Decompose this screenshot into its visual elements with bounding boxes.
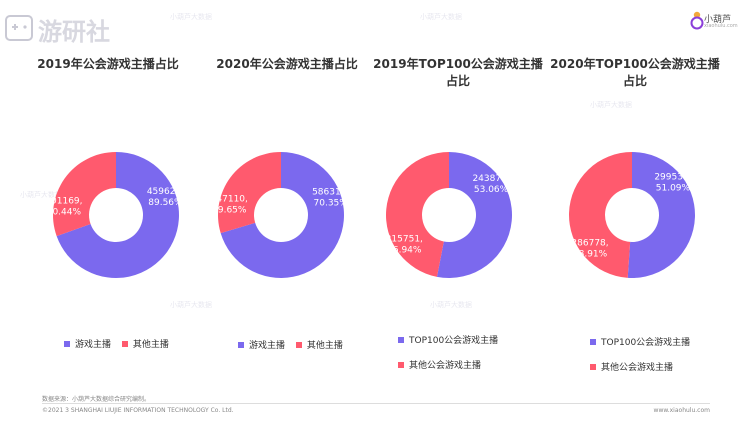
legend-label: 其他主播 [306, 341, 343, 351]
legend-item: 其他公会游戏主播 [590, 360, 690, 373]
legend-item: TOP100公会游戏主播 [398, 333, 498, 346]
chart-legend: 游戏主播 其他主播 [64, 337, 177, 350]
donut-slice-primary [220, 152, 344, 278]
chart-title: 2020年TOP100公会游戏主播占比 [550, 57, 720, 88]
chart-legend: TOP100公会游戏主播 其他公会游戏主播 [398, 333, 506, 383]
copyright-text: ©2021 3 SHANGHAI LIUJIE INFORMATION TECH… [42, 407, 234, 414]
data-label-value: 215751, [386, 234, 423, 244]
legend-label: TOP100公会游戏主播 [601, 338, 691, 348]
watermark: 小葫芦大数据 [590, 101, 632, 109]
data-label-percent: 53.06% [474, 185, 509, 195]
logo-brand-text: 小葫芦 [704, 15, 732, 25]
brand-logo-right: 小葫芦 xiaohulu.com [690, 8, 740, 38]
watermark: 小葫芦大数据 [170, 13, 212, 21]
watermark: 小葫芦大数据 [170, 301, 212, 309]
logo-text: 游研社 [38, 18, 110, 46]
donut-slice-primary [56, 152, 179, 278]
watermark: 小葫芦大数据 [430, 301, 472, 309]
brand-logo-left: 游研社 [4, 4, 124, 56]
data-label-value: 243871, [472, 174, 509, 184]
legend-swatch [590, 338, 596, 345]
data-label-percent: 70.35% [314, 199, 349, 209]
legend-swatch [121, 340, 128, 347]
legend-label: 游戏主播 [249, 341, 286, 351]
watermark: 小葫芦大数据 [20, 191, 62, 199]
legend-item: 其他主播 [121, 337, 169, 350]
logo-domain-text: xiaohulu.com [704, 23, 738, 29]
chart-title: 2019年TOP100公会游戏主播占比 [373, 57, 543, 88]
legend-label: TOP100公会游戏主播 [409, 336, 499, 346]
data-label-percent: 30.44% [47, 207, 82, 217]
donut-slice-other [569, 152, 632, 278]
donut-chart-2019-top100: 243871,53.06% 215751,46.94% [385, 152, 512, 278]
legend-item: 其他主播 [295, 338, 343, 351]
legend-label: 其他公会游戏主播 [601, 363, 674, 373]
donut-slice-other [52, 152, 116, 237]
chart-title: 2019年公会游戏主播占比 [37, 57, 179, 71]
donut-slice-other [385, 152, 449, 277]
legend-swatch [398, 336, 404, 343]
legend-swatch [238, 341, 244, 348]
legend-swatch [590, 363, 596, 370]
data-source-note: 数据来源：小葫芦大数据综合研究编制。 [42, 396, 151, 403]
legend-swatch [398, 361, 404, 368]
chart-legend: 游戏主播 其他主播 [238, 338, 351, 351]
data-label-value: 201169, [45, 196, 82, 206]
data-label-percent: 48.91% [573, 249, 608, 259]
donut-chart-2019-guild: 459622,89.56% 201169,30.44% [45, 152, 184, 278]
donut-chart-2020-guild: 586314,70.35% 247110,29.65% [211, 152, 349, 278]
data-label-percent: 46.94% [387, 245, 422, 255]
data-label-percent: 89.56% [148, 198, 183, 208]
legend-swatch [64, 340, 70, 347]
legend-item: TOP100公会游戏主播 [590, 335, 690, 348]
legend-label: 其他主播 [132, 340, 169, 350]
website-link[interactable]: www.xiaohulu.com [653, 407, 710, 414]
legend-item: 游戏主播 [238, 338, 285, 351]
legend-label: 游戏主播 [75, 340, 112, 350]
donut-slice-primary [627, 152, 695, 278]
data-label-value: 247110, [211, 194, 248, 204]
data-label-value: 586314, [312, 188, 349, 198]
data-label-percent: 29.65% [212, 205, 247, 215]
legend-label: 其他公会游戏主播 [409, 361, 482, 371]
data-label-value: 299536, [654, 172, 691, 182]
donut-chart-2020-top100: 299536,51.09% 286778,48.91% [569, 152, 695, 278]
data-label-percent: 51.09% [656, 183, 691, 193]
data-label-value: 286778, [571, 238, 608, 248]
watermark: 小葫芦大数据 [420, 13, 462, 21]
data-label-value: 459622, [147, 187, 184, 197]
chart-legend: TOP100公会游戏主播 其他公会游戏主播 [590, 335, 698, 385]
chart-title: 2020年公会游戏主播占比 [216, 57, 358, 71]
donut-slice-primary [436, 152, 512, 278]
legend-item: 游戏主播 [64, 337, 111, 350]
legend-swatch [295, 341, 302, 348]
donut-slice-other [218, 152, 281, 234]
footer-divider [42, 403, 710, 404]
legend-item: 其他公会游戏主播 [398, 358, 498, 371]
